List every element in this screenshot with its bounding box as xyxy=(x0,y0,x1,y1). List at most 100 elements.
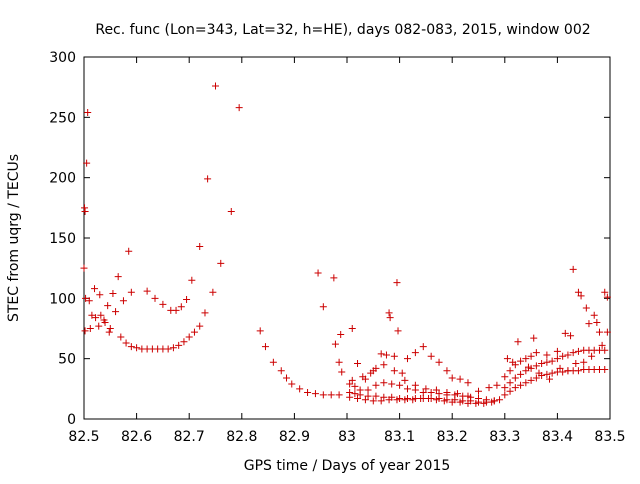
data-point-0-9 xyxy=(104,302,112,310)
x-tick-label-2: 82.7 xyxy=(174,429,205,445)
data-point-0-6 xyxy=(85,297,93,305)
data-point-0-222 xyxy=(543,351,551,359)
data-point-0-100 xyxy=(351,382,359,390)
y-axis-label: STEC from uqrg / TECUs xyxy=(6,154,22,322)
data-point-0-82 xyxy=(377,350,385,358)
data-point-0-235 xyxy=(603,293,611,301)
data-point-0-47 xyxy=(212,82,219,90)
data-point-0-56 xyxy=(151,294,159,302)
y-tick-label-3: 150 xyxy=(49,231,76,247)
data-point-0-106 xyxy=(396,381,404,389)
data-point-0-68 xyxy=(327,391,335,399)
data-point-0-24 xyxy=(95,322,103,330)
data-point-0-23 xyxy=(88,311,96,319)
data-point-0-38 xyxy=(180,338,188,346)
data-point-0-124 xyxy=(380,393,388,401)
data-point-0-227 xyxy=(574,288,582,296)
data-point-0-151 xyxy=(475,387,482,395)
data-point-0-162 xyxy=(409,396,417,404)
data-point-0-200 xyxy=(532,362,540,370)
data-point-0-75 xyxy=(337,331,345,339)
data-point-0-193 xyxy=(601,366,609,374)
data-point-0-20 xyxy=(106,325,114,332)
data-point-0-71 xyxy=(319,303,327,311)
data-point-0-195 xyxy=(506,379,514,387)
data-point-0-65 xyxy=(304,388,312,396)
data-point-0-177 xyxy=(517,381,525,389)
data-point-0-237 xyxy=(503,355,511,363)
data-point-0-3 xyxy=(83,159,91,167)
data-point-0-123 xyxy=(372,392,380,400)
data-point-0-233 xyxy=(595,328,603,336)
data-point-0-54 xyxy=(167,306,175,314)
data-point-0-41 xyxy=(196,322,204,330)
data-point-0-240 xyxy=(524,363,532,371)
data-point-0-89 xyxy=(398,369,406,377)
x-tick-label-9: 83.4 xyxy=(542,429,573,445)
data-point-0-98 xyxy=(464,379,472,387)
data-point-0-156 xyxy=(361,396,369,404)
data-point-0-120 xyxy=(351,390,359,398)
data-point-0-160 xyxy=(393,396,401,404)
data-point-0-84 xyxy=(385,309,393,317)
data-point-0-225 xyxy=(567,332,575,340)
data-point-0-13 xyxy=(125,247,133,255)
data-point-0-185 xyxy=(559,368,567,376)
data-point-0-50 xyxy=(188,276,196,284)
data-point-0-202 xyxy=(543,358,551,366)
data-point-0-170 xyxy=(472,399,480,407)
data-point-0-74 xyxy=(335,358,343,366)
data-point-0-198 xyxy=(522,367,530,375)
x-tick-label-5: 83 xyxy=(338,429,356,445)
data-point-0-234 xyxy=(601,288,609,296)
data-point-0-99 xyxy=(346,380,354,388)
data-point-0-158 xyxy=(377,397,385,405)
data-point-0-87 xyxy=(393,279,401,287)
data-point-0-72 xyxy=(330,274,338,282)
data-point-0-29 xyxy=(133,344,141,352)
data-point-0-231 xyxy=(590,311,598,319)
data-point-0-66 xyxy=(311,390,319,398)
data-point-0-244 xyxy=(564,367,572,375)
data-point-0-224 xyxy=(561,329,569,337)
x-tick-label-8: 83.3 xyxy=(489,429,520,445)
axis-ticks: 82.5 82.6 82.7 82.8 82.9 83 83.1 83.2 83.3 83.4 83… xyxy=(49,50,625,445)
data-point-0-204 xyxy=(553,355,561,363)
data-point-0-2 xyxy=(81,207,89,215)
data-point-0-8 xyxy=(96,291,104,299)
data-point-0-159 xyxy=(385,396,393,404)
data-point-0-208 xyxy=(574,347,582,355)
data-point-0-168 xyxy=(456,398,464,406)
data-point-0-60 xyxy=(269,358,277,366)
data-point-0-109 xyxy=(419,388,427,396)
data-point-0-139 xyxy=(348,376,356,384)
data-point-0-48 xyxy=(204,175,212,183)
data-point-0-223 xyxy=(553,347,561,355)
data-point-0-215 xyxy=(506,367,514,375)
y-tick-label-2: 100 xyxy=(49,291,76,307)
data-point-0-183 xyxy=(548,369,556,377)
data-point-0-164 xyxy=(425,394,433,402)
data-point-0-173 xyxy=(496,396,504,404)
data-point-0-243 xyxy=(556,364,564,372)
chart-title: Rec. func (Lon=343, Lat=32, h=HE), days … xyxy=(95,22,590,38)
data-point-0-241 xyxy=(535,369,543,377)
data-point-0-140 xyxy=(359,373,367,381)
data-point-0-103 xyxy=(372,381,380,389)
x-tick-label-0: 82.5 xyxy=(68,429,99,445)
data-point-0-174 xyxy=(501,391,509,399)
data-point-0-154 xyxy=(346,393,354,401)
data-point-0-122 xyxy=(364,392,372,400)
x-tick-label-4: 82.9 xyxy=(279,429,310,445)
data-point-0-232 xyxy=(593,318,601,326)
data-point-0-228 xyxy=(577,292,585,300)
x-axis-label: GPS time / Days of year 2015 xyxy=(244,458,451,474)
data-point-0-91 xyxy=(411,349,419,357)
data-point-0-197 xyxy=(517,370,525,378)
data-point-0-10 xyxy=(109,290,117,298)
data-point-0-217 xyxy=(517,357,525,365)
data-point-0-11 xyxy=(114,273,122,281)
data-point-0-148 xyxy=(443,388,451,396)
data-point-0-36 xyxy=(169,344,177,352)
